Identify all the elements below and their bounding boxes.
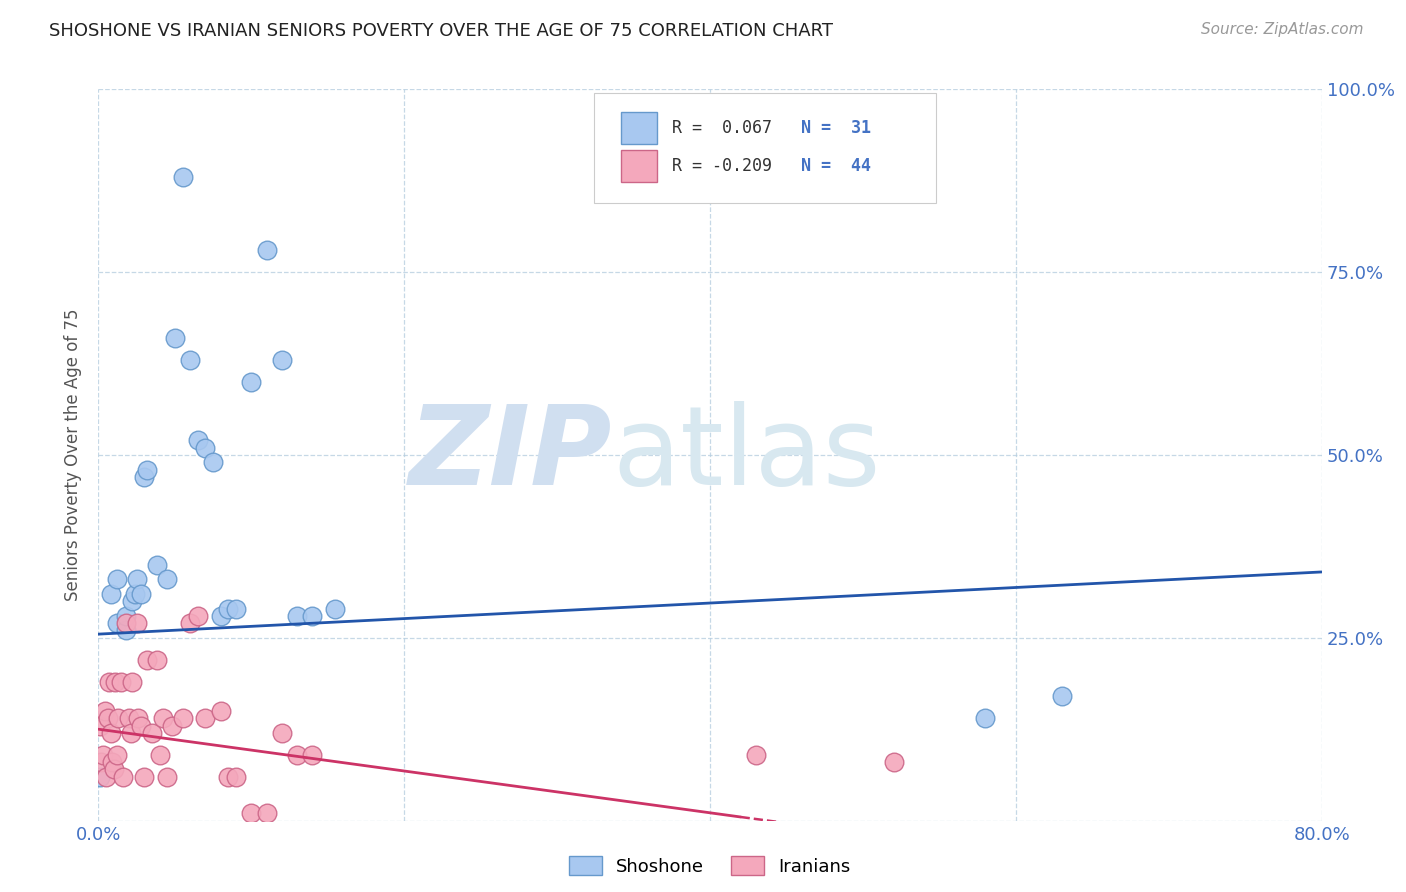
Text: N =  31: N = 31 [800, 119, 870, 137]
Point [145, 653, 167, 667]
Point [101, 755, 124, 769]
Point [105, 616, 128, 631]
Point [301, 747, 323, 762]
Text: R =  0.067: R = 0.067 [672, 119, 772, 137]
Point [285, 608, 308, 623]
Y-axis label: Seniors Poverty Over the Age of 75: Seniors Poverty Over the Age of 75 [65, 309, 83, 601]
Point [125, 572, 148, 586]
Point [91, 747, 114, 762]
Point [172, 169, 194, 184]
Point [136, 462, 159, 476]
Text: R = -0.209: R = -0.209 [672, 157, 772, 175]
Point [136, 653, 159, 667]
Point [105, 747, 128, 762]
Point [152, 711, 174, 725]
Point [240, 806, 263, 821]
Point [111, 770, 134, 784]
Point [270, 352, 292, 367]
Point [194, 441, 217, 455]
Point [100, 726, 122, 740]
Point [120, 726, 142, 740]
Point [129, 718, 152, 732]
Point [225, 601, 247, 615]
Point [301, 608, 323, 623]
Point [256, 243, 278, 257]
Point [118, 711, 141, 725]
Point [98, 674, 121, 689]
Point [134, 770, 156, 784]
Point [125, 616, 148, 631]
Point [127, 711, 149, 725]
Point [202, 455, 225, 469]
Point [172, 711, 194, 725]
Point [240, 375, 263, 389]
Point [270, 726, 292, 740]
Point [194, 711, 217, 725]
Point [285, 747, 308, 762]
Point [105, 572, 128, 586]
FancyBboxPatch shape [620, 150, 658, 183]
Point [745, 747, 768, 762]
Point [121, 594, 143, 608]
Point [187, 434, 209, 448]
Point [97, 711, 120, 725]
Point [179, 352, 201, 367]
Text: N =  44: N = 44 [800, 157, 870, 175]
Point [217, 770, 239, 784]
Point [103, 763, 125, 777]
Point [325, 601, 347, 615]
Point [94, 770, 117, 784]
Point [256, 806, 278, 821]
Point [110, 674, 132, 689]
Text: atlas: atlas [612, 401, 880, 508]
Point [104, 674, 127, 689]
Point [121, 674, 143, 689]
Point [141, 726, 163, 740]
FancyBboxPatch shape [593, 93, 936, 202]
Point [115, 608, 138, 623]
FancyBboxPatch shape [620, 112, 658, 145]
Point [160, 718, 183, 732]
Point [100, 587, 122, 601]
Point [187, 608, 209, 623]
Point [225, 770, 247, 784]
Point [156, 572, 179, 586]
Point [179, 616, 201, 631]
Point [974, 711, 997, 725]
Text: SHOSHONE VS IRANIAN SENIORS POVERTY OVER THE AGE OF 75 CORRELATION CHART: SHOSHONE VS IRANIAN SENIORS POVERTY OVER… [49, 22, 834, 40]
Point [134, 470, 156, 484]
Text: ZIP: ZIP [409, 401, 612, 508]
Point [107, 711, 129, 725]
Point [145, 558, 167, 572]
Point [115, 624, 138, 638]
Point [89, 770, 111, 784]
Point [883, 755, 905, 769]
Point [93, 704, 115, 718]
Point [129, 587, 152, 601]
Point [163, 331, 186, 345]
Point [1050, 690, 1073, 704]
Point [149, 747, 172, 762]
Point [209, 608, 232, 623]
Point [217, 601, 239, 615]
Legend: Shoshone, Iranians: Shoshone, Iranians [561, 847, 859, 885]
Point [90, 755, 112, 769]
Point [115, 616, 138, 631]
Text: Source: ZipAtlas.com: Source: ZipAtlas.com [1201, 22, 1364, 37]
Point [124, 587, 146, 601]
Point [89, 718, 111, 732]
Point [156, 770, 179, 784]
Point [209, 704, 232, 718]
